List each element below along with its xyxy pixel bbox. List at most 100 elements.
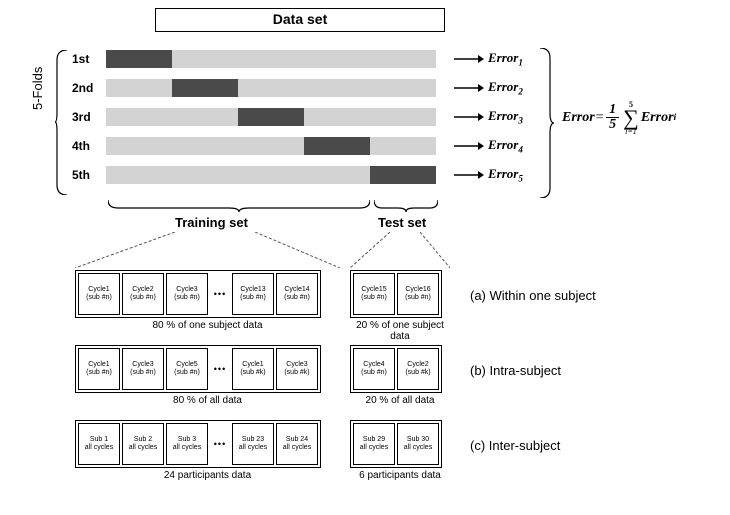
- fold-segment-test: [172, 79, 238, 97]
- fold-error-label: Error4: [488, 137, 523, 155]
- data-card: Sub 24all cycles: [276, 423, 318, 465]
- fold-bar: [106, 108, 436, 126]
- fold-row: 5th Error5: [72, 166, 523, 184]
- data-card: Cycle3(sub #k): [276, 348, 318, 390]
- fold-error-label: Error3: [488, 108, 523, 126]
- fold-label: 3rd: [72, 110, 102, 124]
- fold-segment-train: [370, 137, 436, 155]
- data-card: Sub 1all cycles: [78, 423, 120, 465]
- formula-eq: =: [595, 110, 604, 126]
- fold-segment-train: [304, 108, 370, 126]
- fold-segment-train: [238, 79, 304, 97]
- fold-arrow: [454, 170, 484, 180]
- data-card: Cycle3(sub #n): [122, 348, 164, 390]
- fold-row: 4th Error4: [72, 137, 523, 155]
- train-dash-right: [255, 232, 340, 268]
- fold-arrow: [454, 83, 484, 93]
- fold-arrow: [454, 54, 484, 64]
- training-under-brace: [108, 200, 370, 212]
- fold-segment-train: [238, 166, 304, 184]
- fold-row: 3rd Error3: [72, 108, 523, 126]
- dataset-title-box: Data set: [155, 8, 445, 32]
- test-block: Cycle4(sub #n)Cycle2(sub #k): [350, 345, 442, 393]
- fold-bar: [106, 50, 436, 68]
- data-card: Cycle5(sub #n): [166, 348, 208, 390]
- test-caption: 6 participants data: [350, 470, 450, 481]
- fold-segment-train: [106, 79, 172, 97]
- fold-segment-train: [172, 108, 238, 126]
- scenario-label: (c) Inter-subject: [470, 438, 560, 453]
- error-formula: Error = 1 5 5 ∑ i=1 Errori: [562, 100, 676, 136]
- fold-segment-test: [106, 50, 172, 68]
- data-card: Cycle2(sub #k): [397, 348, 439, 390]
- data-card: Sub 3all cycles: [166, 423, 208, 465]
- data-card: Sub 23all cycles: [232, 423, 274, 465]
- fold-row: 1st Error1: [72, 50, 523, 68]
- test-dash-left: [350, 232, 390, 268]
- dataset-title: Data set: [273, 11, 327, 27]
- fold-segment-train: [304, 50, 370, 68]
- train-caption: 80 % of all data: [75, 395, 340, 406]
- fold-segment-train: [106, 108, 172, 126]
- fold-error-label: Error2: [488, 79, 523, 97]
- data-card: Sub 30all cycles: [397, 423, 439, 465]
- train-block: Cycle1(sub #n)Cycle2(sub #n)Cycle3(sub #…: [75, 270, 321, 318]
- fold-segment-train: [172, 137, 238, 155]
- formula-rhs: Error: [641, 110, 674, 126]
- train-dash-left: [75, 232, 175, 268]
- fold-segment-train: [172, 166, 238, 184]
- test-dash-right: [420, 232, 450, 268]
- scenario-label: (a) Within one subject: [470, 288, 596, 303]
- fold-segment-train: [106, 137, 172, 155]
- fold-segment-train: [106, 166, 172, 184]
- fold-arrow: [454, 112, 484, 122]
- data-card: Cycle3(sub #n): [166, 273, 208, 315]
- fold-segment-train: [370, 50, 436, 68]
- data-card: Cycle14(sub #n): [276, 273, 318, 315]
- fold-row: 2ndError2: [72, 79, 523, 97]
- data-card: Cycle1(sub #k): [232, 348, 274, 390]
- formula-lhs: Error: [562, 110, 595, 126]
- folds-left-bracket: [55, 50, 67, 195]
- data-card: Sub 29all cycles: [353, 423, 395, 465]
- fold-segment-train: [172, 50, 238, 68]
- fold-error-label: Error5: [488, 166, 523, 184]
- fold-label: 4th: [72, 139, 102, 153]
- fold-segment-train: [370, 79, 436, 97]
- formula-frac-top: 1: [606, 103, 619, 118]
- folds-axis-label: 5-Folds: [30, 67, 45, 110]
- fold-bar: [106, 166, 436, 184]
- test-block: Cycle15(sub #n)Cycle16(sub #n): [350, 270, 442, 318]
- test-set-label: Test set: [378, 215, 426, 230]
- fold-segment-train: [370, 108, 436, 126]
- data-card: Cycle1(sub #n): [78, 273, 120, 315]
- test-caption: 20 % of one subject data: [350, 320, 450, 342]
- fold-error-label: Error1: [488, 50, 523, 68]
- formula-rhs-sub: i: [674, 112, 677, 123]
- fold-label: 1st: [72, 52, 102, 66]
- fold-arrow: [454, 141, 484, 151]
- test-caption: 20 % of all data: [350, 395, 450, 406]
- fold-bar: [106, 79, 436, 97]
- data-card: Cycle13(sub #n): [232, 273, 274, 315]
- scenario-label: (b) Intra-subject: [470, 363, 561, 378]
- formula-sum-bot: i=1: [625, 127, 637, 136]
- fold-label: 5th: [72, 168, 102, 182]
- fold-segment-train: [304, 79, 370, 97]
- train-block: Cycle1(sub #n)Cycle3(sub #n)Cycle5(sub #…: [75, 345, 321, 393]
- fold-segment-test: [304, 137, 370, 155]
- ellipsis-icon: •••: [210, 423, 230, 465]
- data-card: Cycle15(sub #n): [353, 273, 395, 315]
- fold-bar: [106, 137, 436, 155]
- test-block: Sub 29all cyclesSub 30all cycles: [350, 420, 442, 468]
- data-card: Cycle16(sub #n): [397, 273, 439, 315]
- fold-segment-train: [238, 50, 304, 68]
- train-caption: 24 participants data: [75, 470, 340, 481]
- ellipsis-icon: •••: [210, 273, 230, 315]
- train-block: Sub 1all cyclesSub 2all cyclesSub 3all c…: [75, 420, 321, 468]
- data-card: Sub 2all cycles: [122, 423, 164, 465]
- data-card: Cycle4(sub #n): [353, 348, 395, 390]
- fold-segment-test: [370, 166, 436, 184]
- ellipsis-icon: •••: [210, 348, 230, 390]
- test-under-brace: [374, 200, 438, 212]
